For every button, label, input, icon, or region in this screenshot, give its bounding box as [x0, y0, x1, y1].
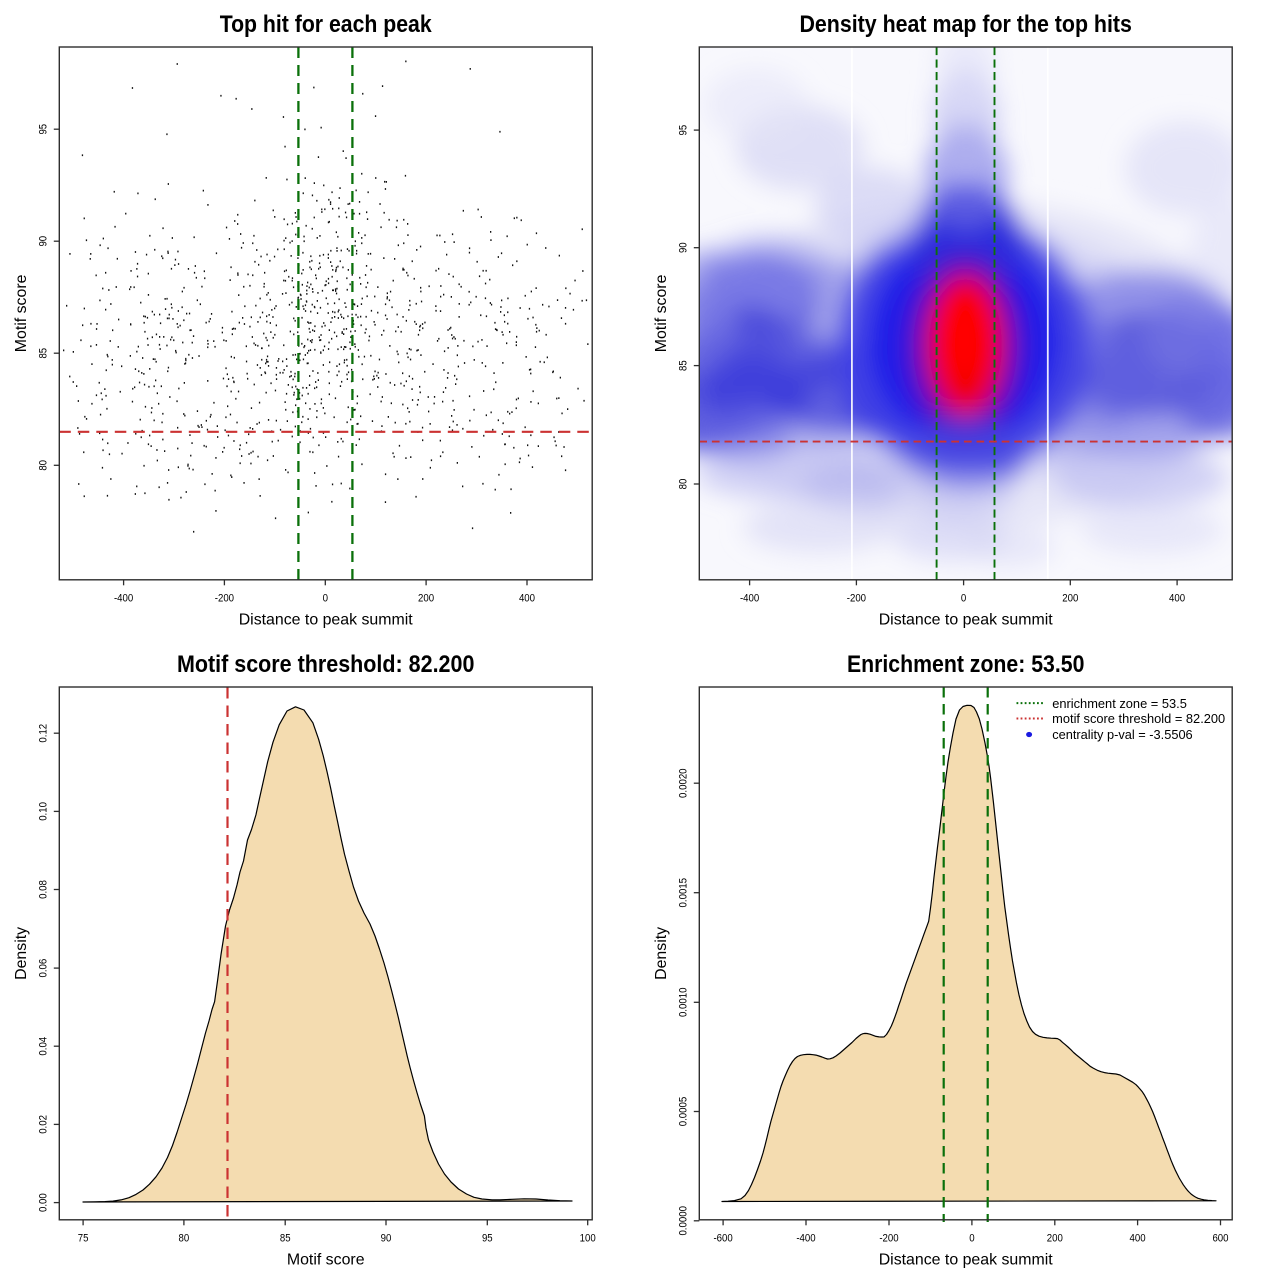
- svg-text:400: 400: [1130, 1233, 1146, 1245]
- svg-text:Motif score: Motif score: [287, 1252, 365, 1269]
- svg-text:0.08: 0.08: [37, 880, 49, 899]
- svg-text:Distance to peak summit: Distance to peak summit: [879, 612, 1054, 629]
- svg-text:0.0010: 0.0010: [677, 988, 689, 1018]
- svg-text:-400: -400: [114, 593, 133, 605]
- svg-text:75: 75: [78, 1233, 89, 1245]
- svg-text:Density heat map for the top h: Density heat map for the top hits: [799, 11, 1132, 38]
- svg-text:0.10: 0.10: [37, 802, 49, 821]
- svg-text:400: 400: [519, 593, 535, 605]
- svg-text:0.0005: 0.0005: [677, 1097, 689, 1127]
- svg-text:Motif score: Motif score: [13, 274, 30, 352]
- svg-text:-200: -200: [215, 593, 234, 605]
- svg-text:-600: -600: [713, 1233, 732, 1245]
- svg-text:Distance to peak summit: Distance to peak summit: [879, 1252, 1054, 1269]
- svg-text:90: 90: [677, 242, 689, 253]
- svg-text:motif score threshold = 82.200: motif score threshold = 82.200: [1052, 711, 1225, 726]
- svg-text:Density: Density: [13, 927, 30, 980]
- svg-text:-200: -200: [879, 1233, 898, 1245]
- svg-text:0.0000: 0.0000: [677, 1206, 689, 1236]
- svg-text:-200: -200: [847, 593, 866, 605]
- svg-text:0.04: 0.04: [37, 1037, 49, 1056]
- svg-text:400: 400: [1169, 593, 1185, 605]
- svg-text:0.00: 0.00: [37, 1193, 49, 1212]
- svg-text:200: 200: [1047, 1233, 1063, 1245]
- svg-text:95: 95: [482, 1233, 493, 1245]
- svg-text:-400: -400: [740, 593, 759, 605]
- svg-text:0: 0: [969, 1233, 974, 1245]
- svg-text:0: 0: [961, 593, 966, 605]
- svg-text:0.0015: 0.0015: [677, 878, 689, 908]
- svg-text:0.0020: 0.0020: [677, 768, 689, 798]
- svg-text:90: 90: [37, 236, 49, 247]
- svg-text:Density: Density: [653, 927, 670, 980]
- svg-text:85: 85: [280, 1233, 291, 1245]
- svg-text:95: 95: [37, 124, 49, 135]
- svg-text:Motif score threshold: 82.200: Motif score threshold: 82.200: [177, 651, 475, 678]
- svg-text:200: 200: [1062, 593, 1078, 605]
- svg-text:0: 0: [323, 593, 328, 605]
- svg-text:centrality p-val = -3.5506: centrality p-val = -3.5506: [1052, 727, 1193, 742]
- svg-text:85: 85: [37, 348, 49, 359]
- svg-text:200: 200: [418, 593, 434, 605]
- svg-text:90: 90: [381, 1233, 392, 1245]
- svg-text:Enrichment zone: 53.50: Enrichment zone: 53.50: [847, 651, 1085, 678]
- svg-text:80: 80: [179, 1233, 190, 1245]
- svg-text:0.12: 0.12: [37, 724, 49, 743]
- svg-text:Top hit for each peak: Top hit for each peak: [220, 11, 432, 38]
- svg-text:80: 80: [37, 460, 49, 471]
- svg-text:enrichment zone = 53.5: enrichment zone = 53.5: [1052, 696, 1187, 711]
- svg-text:85: 85: [677, 360, 689, 371]
- svg-text:600: 600: [1212, 1233, 1228, 1245]
- svg-text:-400: -400: [796, 1233, 815, 1245]
- svg-text:95: 95: [677, 125, 689, 136]
- svg-text:0.02: 0.02: [37, 1115, 49, 1134]
- svg-text:80: 80: [677, 479, 689, 490]
- svg-text:Motif score: Motif score: [653, 274, 670, 352]
- svg-text:Distance to peak summit: Distance to peak summit: [239, 612, 414, 629]
- svg-text:0.06: 0.06: [37, 959, 49, 978]
- svg-text:100: 100: [580, 1233, 596, 1245]
